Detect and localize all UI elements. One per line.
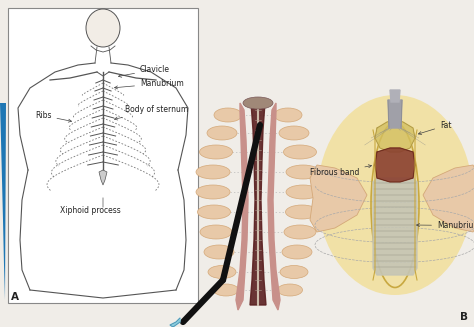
Polygon shape	[423, 165, 474, 232]
Polygon shape	[250, 103, 266, 305]
Polygon shape	[170, 318, 180, 327]
Polygon shape	[388, 100, 402, 128]
Ellipse shape	[277, 284, 302, 296]
Ellipse shape	[204, 245, 234, 259]
Ellipse shape	[86, 9, 120, 47]
Ellipse shape	[286, 185, 320, 199]
Ellipse shape	[196, 165, 230, 179]
Ellipse shape	[208, 266, 236, 279]
Ellipse shape	[200, 145, 233, 159]
Polygon shape	[310, 165, 367, 232]
Text: Xiphoid process: Xiphoid process	[60, 206, 121, 215]
Polygon shape	[236, 103, 248, 310]
Ellipse shape	[285, 205, 319, 219]
Ellipse shape	[284, 225, 316, 239]
Ellipse shape	[274, 108, 302, 122]
Ellipse shape	[213, 284, 238, 296]
Ellipse shape	[200, 225, 232, 239]
Text: Ribs: Ribs	[35, 111, 72, 122]
Ellipse shape	[318, 95, 473, 295]
Text: Manubrium: Manubrium	[417, 221, 474, 230]
FancyBboxPatch shape	[8, 8, 198, 303]
Ellipse shape	[214, 108, 242, 122]
Text: A: A	[11, 292, 19, 302]
Ellipse shape	[207, 126, 237, 140]
Text: B: B	[460, 312, 468, 322]
Polygon shape	[373, 178, 417, 275]
Text: Manubrium: Manubrium	[115, 79, 184, 89]
Ellipse shape	[243, 97, 273, 109]
Ellipse shape	[279, 126, 309, 140]
Ellipse shape	[196, 185, 230, 199]
Polygon shape	[99, 170, 107, 185]
Text: Fibrous band: Fibrous band	[310, 165, 372, 177]
Ellipse shape	[282, 245, 312, 259]
Ellipse shape	[198, 205, 230, 219]
Polygon shape	[0, 103, 6, 300]
Ellipse shape	[280, 266, 308, 279]
Ellipse shape	[283, 145, 317, 159]
Polygon shape	[390, 90, 400, 102]
Text: Fat: Fat	[419, 121, 452, 134]
Text: Body of sternum: Body of sternum	[114, 105, 188, 120]
Polygon shape	[375, 148, 415, 182]
Text: Clavicle: Clavicle	[118, 65, 170, 77]
Ellipse shape	[286, 165, 320, 179]
Polygon shape	[375, 120, 415, 152]
Polygon shape	[268, 103, 280, 310]
